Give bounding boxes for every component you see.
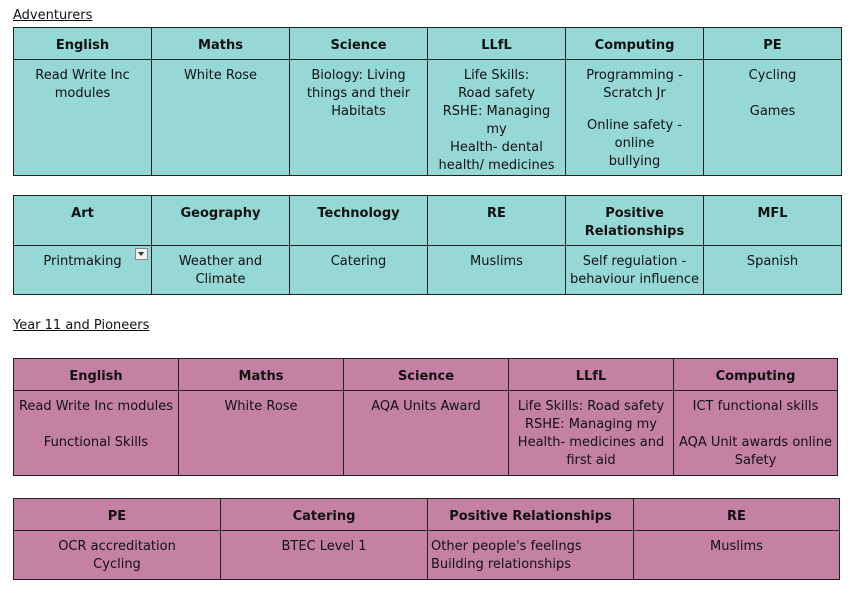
- table-row: Read Write Inc modules White Rose Biolog…: [13, 59, 842, 176]
- header-maths: Maths: [151, 27, 290, 60]
- table-row: Printmaking Weather and Climate Catering…: [13, 245, 842, 295]
- header-re: RE: [427, 195, 566, 246]
- cell-llfl: Life Skills: Road safety RSHE: Managing …: [508, 390, 674, 476]
- cell-maths: White Rose: [151, 59, 290, 176]
- cell-computing: Programming - Scratch Jr Online safety -…: [565, 59, 704, 176]
- pioneers-table-2: PE Catering Positive Relationships RE OC…: [13, 498, 840, 580]
- cell-maths: White Rose: [178, 390, 344, 476]
- header-positive-relationships: Positive Relationships: [427, 498, 634, 531]
- cell-computing: ICT functional skills AQA Unit awards on…: [673, 390, 838, 476]
- cell-positive-relationships: Other people's feelings Building relatio…: [427, 530, 634, 580]
- header-technology: Technology: [289, 195, 428, 246]
- cell-geography: Weather and Climate: [151, 245, 290, 295]
- cell-mfl: Spanish: [703, 245, 842, 295]
- cell-re: Muslims: [633, 530, 840, 580]
- header-maths: Maths: [178, 358, 344, 391]
- pioneers-table-1: English Maths Science LLfL Computing Rea…: [13, 358, 838, 476]
- adventurers-table-2: Art Geography Technology RE Positive Rel…: [13, 195, 842, 295]
- cell-pe: Cycling Games: [703, 59, 842, 176]
- cell-science: AQA Units Award: [343, 390, 509, 476]
- cell-technology: Catering: [289, 245, 428, 295]
- cell-positive-relationships: Self regulation - behaviour influence: [565, 245, 704, 295]
- cell-re: Muslims: [427, 245, 566, 295]
- cell-english: Read Write Inc modules Functional Skills: [13, 390, 179, 476]
- header-positive-relationships: Positive Relationships: [565, 195, 704, 246]
- table-row: OCR accreditation Cycling BTEC Level 1 O…: [13, 530, 840, 580]
- header-catering: Catering: [220, 498, 428, 531]
- header-mfl: MFL: [703, 195, 842, 246]
- adventurers-table-1: English Maths Science LLfL Computing PE …: [13, 27, 842, 176]
- header-art: Art: [13, 195, 152, 246]
- adventurers-title: Adventurers: [13, 8, 93, 23]
- header-geography: Geography: [151, 195, 290, 246]
- cell-art: Printmaking: [13, 245, 152, 295]
- table-header-row: Art Geography Technology RE Positive Rel…: [13, 195, 842, 246]
- cell-catering: BTEC Level 1: [220, 530, 428, 580]
- header-computing: Computing: [565, 27, 704, 60]
- table-header-row: English Maths Science LLfL Computing PE: [13, 27, 842, 60]
- header-re: RE: [633, 498, 840, 531]
- header-science: Science: [343, 358, 509, 391]
- table-header-row: English Maths Science LLfL Computing: [13, 358, 838, 391]
- header-english: English: [13, 27, 152, 60]
- header-pe: PE: [13, 498, 221, 531]
- dropdown-arrow-icon[interactable]: [135, 248, 148, 260]
- header-computing: Computing: [673, 358, 838, 391]
- header-llfl: LLfL: [508, 358, 674, 391]
- table-header-row: PE Catering Positive Relationships RE: [13, 498, 840, 531]
- cell-science: Biology: Living things and their Habitat…: [289, 59, 428, 176]
- pioneers-title: Year 11 and Pioneers: [13, 318, 150, 333]
- cell-pe: OCR accreditation Cycling: [13, 530, 221, 580]
- header-english: English: [13, 358, 179, 391]
- header-llfl: LLfL: [427, 27, 566, 60]
- cell-english: Read Write Inc modules: [13, 59, 152, 176]
- header-pe: PE: [703, 27, 842, 60]
- table-row: Read Write Inc modules Functional Skills…: [13, 390, 838, 476]
- header-science: Science: [289, 27, 428, 60]
- cell-llfl: Life Skills: Road safety RSHE: Managing …: [427, 59, 566, 176]
